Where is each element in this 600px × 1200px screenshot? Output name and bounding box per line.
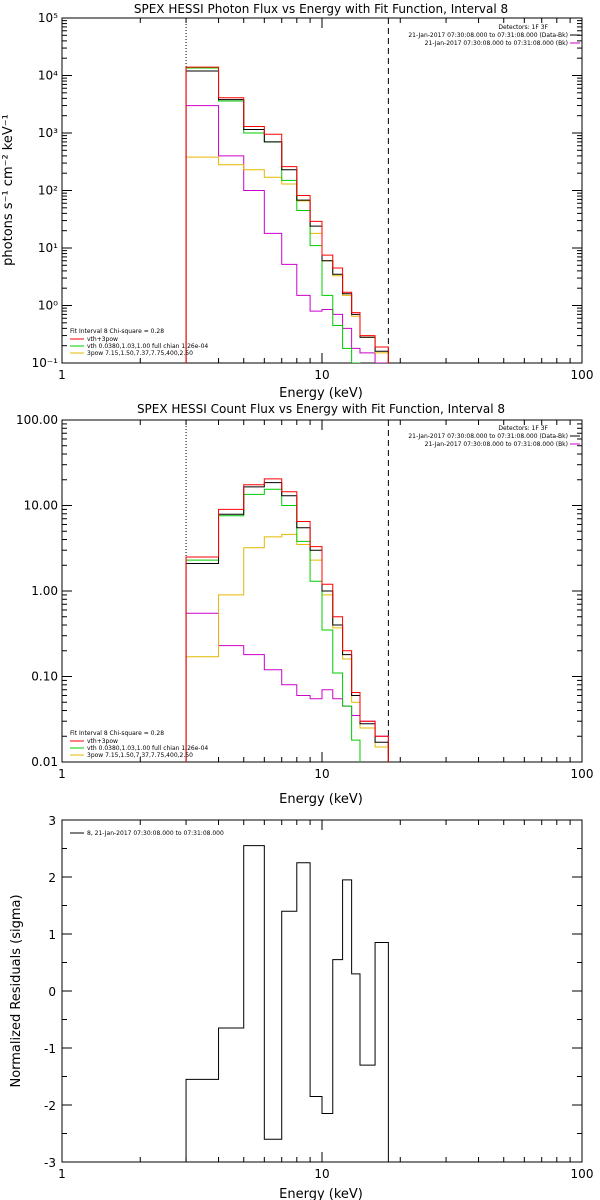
fit-legend-title-2: Fit Interval 8 Chi-square = 0.28	[70, 730, 164, 737]
y-tick-label: 10¹	[38, 241, 58, 255]
count-flux-xlabel: Energy (keV)	[279, 792, 363, 807]
photon-flux-series-data-bk	[185, 70, 389, 363]
residuals-series	[185, 845, 389, 1162]
header-data-bk-2: 21-Jan-2017 07:30:08.000 to 07:31:08.000…	[408, 433, 568, 440]
fit-legend-label-2-3: 3pow 7.15,1.50,7.37,7.75,400,2.50	[87, 752, 193, 759]
fit-legend-label-2-2: vth 0.0380,1.03,1.00 full chian 1.26e-04	[87, 745, 208, 752]
fit-legend-label-1: vth+3pow	[87, 336, 118, 343]
fit-legend-label-2: vth 0.0380,1.03,1.00 full chian 1.26e-04	[87, 343, 208, 350]
count-flux-plot: SPEX HESSI Count Flux vs Energy with Fit…	[16, 402, 593, 807]
y-tick-label: 1	[48, 928, 56, 942]
header-data-bk: 21-Jan-2017 07:30:08.000 to 07:31:08.000…	[408, 32, 568, 39]
x-tick-label: 1	[58, 1167, 66, 1181]
y-tick-label: 10⁰	[38, 299, 58, 313]
y-tick-label: 10³	[38, 126, 58, 140]
header-bk-2: 21-Jan-2017 07:30:08.000 to 07:31:08.000…	[425, 441, 568, 448]
y-tick-label: 3	[48, 814, 56, 828]
y-tick-label: 10⁴	[38, 69, 58, 83]
y-tick-label: 10.00	[24, 499, 58, 513]
residuals-plot: 1 10 100 -3 -2 -1 0 1 2 3 Energy (keV) Normalized…	[9, 814, 593, 1200]
y-tick-label: -2	[44, 1099, 56, 1113]
header-detectors: Detectors: 1F 3F	[498, 24, 548, 31]
residuals-xlabel: Energy (keV)	[279, 1187, 363, 1200]
y-tick-label: 10⁵	[38, 11, 58, 25]
x-tick-label: 1	[58, 368, 66, 382]
photon-flux-series-vth-3pow	[185, 66, 389, 363]
photon-flux-ylabel: photons s⁻¹ cm⁻² keV⁻¹	[1, 114, 16, 266]
photon-flux-title: SPEX HESSI Photon Flux vs Energy with Fi…	[134, 2, 508, 16]
header-bk: 21-Jan-2017 07:30:08.000 to 07:31:08.000…	[425, 40, 568, 47]
x-tick-label: 10	[314, 368, 329, 382]
x-tick-label: 100	[571, 1167, 594, 1181]
header-detectors-2: Detectors: 1F 3F	[498, 425, 548, 432]
count-flux-series-bk	[185, 612, 389, 762]
y-tick-label: 100.00	[16, 413, 58, 427]
x-tick-label: 10	[314, 1167, 329, 1181]
y-tick-label: 0.10	[31, 670, 58, 684]
y-tick-label: 10⁻¹	[32, 356, 59, 370]
photon-flux-series	[185, 18, 389, 363]
count-flux-ticks: 1 10 100 0.01 0.10 1.00 10.00 100.00	[16, 413, 593, 781]
photon-flux-series-3pow	[185, 156, 389, 363]
residuals-series-residual	[185, 845, 389, 1162]
count-flux-title: SPEX HESSI Count Flux vs Energy with Fit…	[137, 402, 505, 416]
y-tick-label: 0	[48, 985, 56, 999]
y-tick-label: 0.01	[31, 755, 58, 769]
residuals-ylabel: Normalized Residuals (sigma)	[9, 894, 24, 1087]
count-flux-series-vth-3pow	[185, 478, 389, 762]
photon-flux-ticks: 1 10 100 10⁻¹ 10⁰ 10¹ 10² 10³ 10⁴ 10⁵	[32, 11, 594, 382]
y-tick-label: 1.00	[31, 584, 58, 598]
x-tick-label: 10	[314, 767, 329, 781]
photon-flux-series-bk	[185, 105, 389, 363]
x-tick-label: 1	[58, 767, 66, 781]
fit-legend-label-2-1: vth+3pow	[87, 738, 118, 745]
y-tick-label: 10²	[38, 184, 58, 198]
count-flux-series-data-bk	[185, 482, 389, 762]
fit-legend-title: Fit Interval 8 Chi-square = 0.28	[70, 328, 164, 335]
residuals-legend: 8, 21-Jan-2017 07:30:08.000 to 07:31:08.…	[87, 830, 224, 837]
x-tick-label: 100	[571, 368, 594, 382]
x-tick-label: 100	[571, 767, 594, 781]
y-tick-label: 2	[48, 871, 56, 885]
photon-flux-xlabel: Energy (keV)	[279, 386, 363, 401]
fit-legend-label-3: 3pow 7.15,1.50,7.37,7.75,400,2.50	[87, 350, 193, 357]
count-flux-series	[185, 420, 389, 762]
photon-flux-series-vth	[185, 67, 361, 363]
y-tick-label: -1	[44, 1042, 56, 1056]
photon-flux-plot: SPEX HESSI Photon Flux vs Energy with Fi…	[1, 2, 593, 401]
residuals-ticks: 1 10 100 -3 -2 -1 0 1 2 3	[44, 814, 593, 1181]
count-flux-series-3pow	[185, 533, 389, 762]
y-tick-label: -3	[44, 1156, 56, 1170]
